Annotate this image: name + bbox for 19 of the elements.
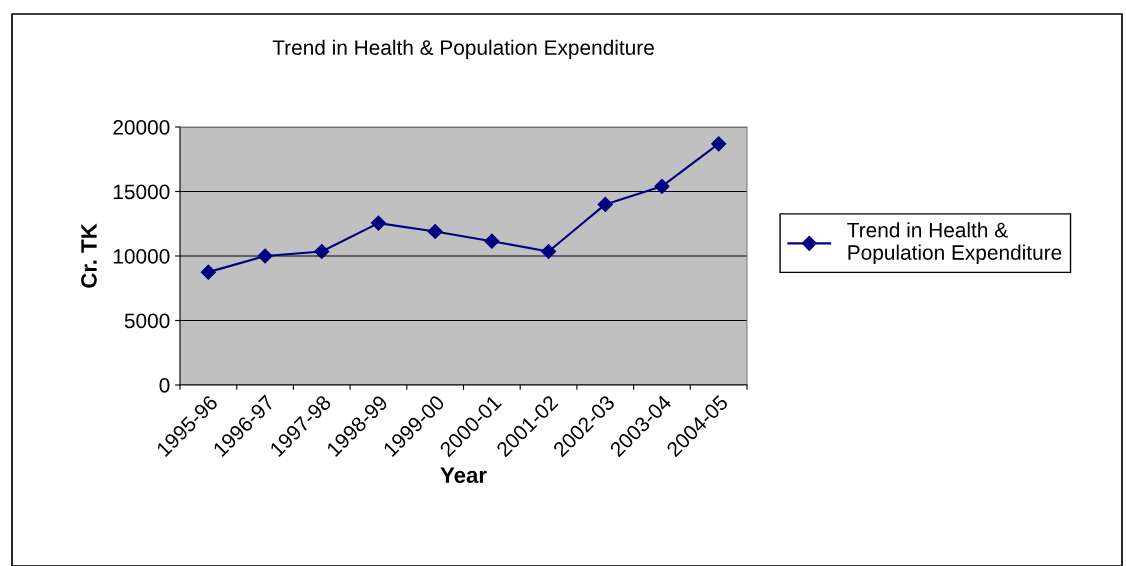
- point: [540, 243, 557, 260]
- point: [370, 215, 387, 231]
- y-tick-label: 20000: [113, 120, 170, 135]
- y-tick-label: 10000: [113, 249, 170, 264]
- y-tick-label: 5000: [124, 313, 170, 329]
- point: [314, 243, 330, 260]
- point: [427, 223, 443, 240]
- point: [200, 264, 216, 280]
- chart-title: Trend in Health & Population Expenditure: [272, 39, 654, 60]
- legend-label: Trend in Health & Population Expenditure: [847, 222, 1062, 265]
- point: [711, 136, 727, 152]
- y-tick-label: 0: [159, 378, 170, 393]
- point: [597, 196, 613, 212]
- point: [484, 233, 500, 249]
- y-axis-title: Cr. TK: [81, 223, 97, 288]
- point: [654, 178, 670, 194]
- point: [257, 248, 273, 264]
- x-axis-title: Year: [440, 467, 487, 483]
- y-tick-label: 15000: [113, 184, 170, 200]
